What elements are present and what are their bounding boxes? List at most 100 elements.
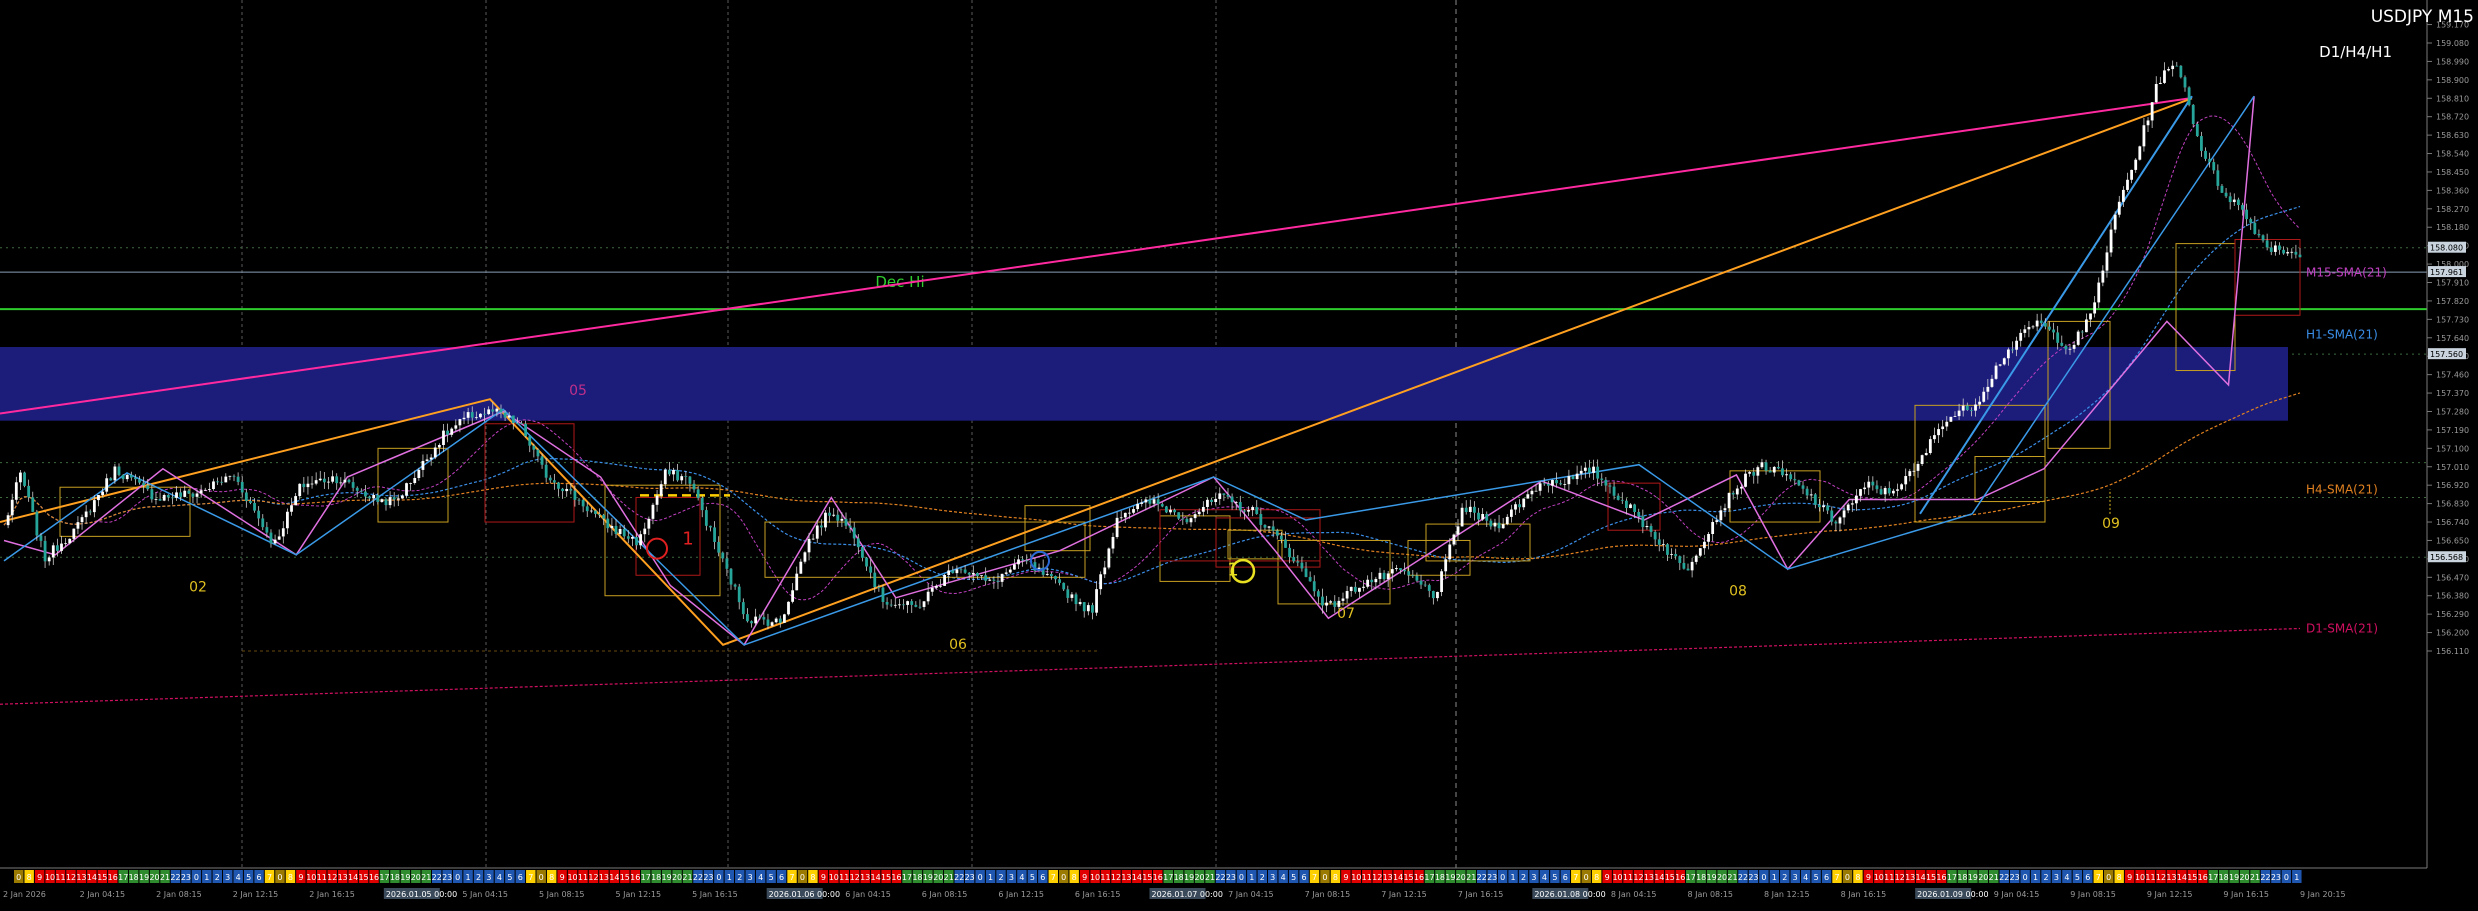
candle-body	[2167, 69, 2170, 71]
candle-body	[1091, 605, 1094, 613]
hour-cell-bg	[2177, 870, 2187, 883]
candle-body	[244, 492, 248, 502]
hour-cell-label: 17	[641, 873, 651, 882]
hour-cell-bg	[2135, 870, 2145, 883]
candle-body	[1160, 504, 1164, 507]
candle-body	[146, 485, 150, 490]
candle-body	[1592, 466, 1595, 473]
candle-body	[1600, 478, 1604, 480]
candle-body	[774, 618, 778, 623]
hour-cell-bg	[985, 870, 996, 883]
candle-body	[1924, 453, 1928, 456]
candle-body	[573, 490, 577, 500]
hour-cell-label: 1	[1772, 873, 1777, 882]
hour-cell-bg	[1153, 870, 1163, 883]
candle-body	[179, 492, 183, 497]
candle-body	[696, 489, 700, 499]
candle-body	[840, 518, 844, 521]
candle-body	[1518, 504, 1522, 508]
candle-body	[195, 493, 199, 497]
candle-body	[980, 575, 983, 577]
hour-cell-label: 15	[1665, 873, 1675, 882]
hour-cell-bg	[1790, 870, 1800, 883]
hour-cell-label: 22	[432, 873, 442, 882]
candle-body	[594, 510, 597, 514]
candle-body	[2117, 201, 2121, 215]
candle-body	[1115, 517, 1119, 537]
price-tick-label: 156.740	[2436, 518, 2469, 527]
hour-cell-bg	[1079, 870, 1090, 883]
hour-cell-label: 22	[1215, 873, 1225, 882]
candle-body	[2191, 104, 2195, 124]
price-tick-label: 157.910	[2436, 279, 2469, 288]
candle-body	[1694, 555, 1698, 562]
hour-cell-label: 5	[1814, 873, 1819, 882]
hour-cell-bg	[735, 870, 745, 883]
hour-cell-bg	[1821, 870, 1832, 883]
hour-cell-label: 4	[1019, 873, 1024, 882]
hour-cell-bg	[755, 870, 766, 883]
candle-body	[1337, 600, 1341, 607]
hour-cell-label: 7	[267, 873, 272, 882]
hour-cell-label: 23	[2271, 873, 2281, 882]
candle-body	[1386, 573, 1390, 580]
candle-body	[1764, 462, 1768, 471]
hour-cell-bg	[452, 870, 463, 883]
hour-cell-bg	[2229, 870, 2239, 883]
hour-cell-bg	[1288, 870, 1299, 883]
hour-cell-label: 10	[1351, 873, 1361, 882]
candle-body	[2158, 82, 2162, 85]
hour-cell-label: 13	[1121, 873, 1131, 882]
candle-body	[310, 483, 314, 485]
price-tick-label: 158.900	[2436, 76, 2469, 85]
hour-cell-bg	[1048, 870, 1058, 883]
candle-body	[1214, 498, 1218, 502]
hour-cell-bg	[1947, 870, 1957, 883]
candle-body	[750, 621, 753, 624]
candle-body	[1514, 504, 1517, 510]
hour-cell-bg	[1936, 870, 1947, 883]
candle-body	[376, 495, 380, 502]
hour-cell-bg	[567, 870, 578, 883]
hour-cell-label: 17	[1163, 873, 1173, 882]
candle-body	[1933, 435, 1936, 440]
candle-body	[2298, 254, 2302, 258]
candle-body	[729, 568, 733, 585]
hour-cell-bg	[1142, 870, 1153, 883]
candle-body	[614, 525, 618, 534]
candle-body	[232, 475, 236, 477]
hour-cell-label: 6	[518, 873, 523, 882]
candle-body	[807, 538, 811, 553]
candle-body	[1312, 581, 1316, 592]
hour-cell-label: 14	[2177, 873, 2187, 882]
price-tag-box-3	[2428, 551, 2466, 563]
candle-body	[1415, 575, 1419, 581]
candle-body	[2109, 229, 2113, 253]
hour-cell-bg	[1800, 870, 1811, 883]
price-tag-box-2	[2428, 348, 2466, 360]
hour-cell-label: 19	[1445, 873, 1455, 882]
candle-body	[1920, 455, 1924, 465]
hour-cell-bg	[557, 870, 567, 883]
hour-cell-bg	[870, 870, 881, 883]
candle-body	[1822, 505, 1825, 508]
candle-body	[1308, 576, 1312, 582]
candle-body	[1563, 484, 1567, 485]
candle-body	[869, 566, 873, 573]
hour-cell-label: 0	[2284, 873, 2289, 882]
candle-body	[228, 475, 232, 477]
hour-cell-label: 18	[1696, 873, 1706, 882]
candle-body	[446, 430, 449, 435]
candle-body	[290, 505, 293, 512]
candle-body	[401, 495, 404, 499]
candle-body	[684, 476, 688, 477]
candle-body	[1390, 569, 1394, 574]
candle-body	[1551, 479, 1554, 486]
candle-body	[676, 469, 680, 481]
candle-body	[1674, 554, 1678, 557]
candle-body	[902, 604, 905, 606]
session-box-3	[764, 521, 1086, 578]
blue-trendline	[1919, 95, 2193, 515]
